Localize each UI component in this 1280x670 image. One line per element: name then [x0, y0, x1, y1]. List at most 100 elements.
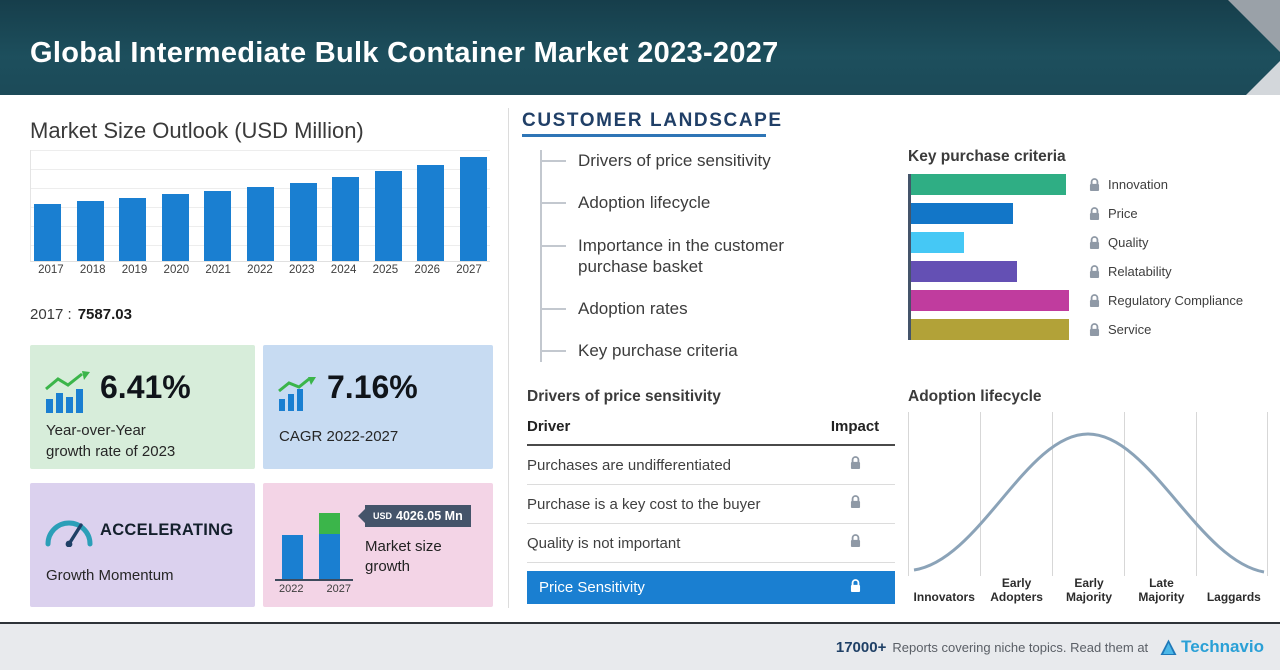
- base-year-value: 2017 : 7587.03: [30, 306, 132, 323]
- section-divider: [508, 108, 509, 608]
- criteria-bar: [911, 232, 964, 253]
- market-size-bar: [34, 204, 61, 261]
- lock-icon: [850, 456, 860, 469]
- criteria-bar-row: [911, 261, 1069, 282]
- criteria-legend-label: Service: [1108, 322, 1152, 337]
- lock-icon: [1089, 207, 1100, 220]
- corner-ribbon-dark: [1228, 0, 1280, 52]
- technavio-triangle-icon: [1160, 639, 1177, 655]
- momentum-caption: Growth Momentum: [46, 567, 174, 584]
- landscape-item: Adoption lifecycle: [542, 192, 810, 213]
- year-label: 2027: [456, 264, 482, 276]
- driver-row: Quality is not important: [527, 524, 895, 563]
- market-size-growth-card: 2022 2027 USD 4026.05 Mn Market size grow…: [263, 483, 493, 607]
- key-purchase-bar-chart: [908, 174, 1069, 340]
- adoption-stage-labels: Innovators Early Adopters Early Majority La…: [908, 576, 1270, 604]
- year-label: 2019: [121, 264, 148, 276]
- impact-lock-cell: [815, 494, 895, 514]
- growth-mini-chart: [275, 499, 355, 581]
- mini-chart-years: 2022 2027: [275, 583, 355, 595]
- criteria-legend-item: Quality: [1088, 232, 1243, 253]
- cagr-caption: CAGR 2022-2027: [279, 428, 399, 445]
- criteria-legend-item: Regulatory Compliance: [1088, 290, 1243, 311]
- adoption-stage-label: Late Majority: [1138, 576, 1185, 605]
- footer-bar: 17000+ Reports covering niche topics. Re…: [0, 622, 1280, 670]
- adoption-lifecycle-chart: [908, 412, 1268, 576]
- market-size-bar: [459, 157, 487, 261]
- year-label: 2026: [414, 264, 441, 276]
- mini-bar-2022: [282, 535, 303, 579]
- yoy-growth-caption: Year-over-Year growth rate of 2023: [46, 421, 175, 462]
- header-banner: Global Intermediate Bulk Container Marke…: [0, 0, 1280, 95]
- adoption-stage-label: Laggards: [1206, 590, 1261, 605]
- year-label: 2020: [163, 264, 190, 276]
- yoy-caption-line2: growth rate of 2023: [46, 442, 176, 460]
- criteria-bar-row: [911, 232, 1069, 253]
- criteria-legend-label: Price: [1108, 206, 1138, 221]
- landscape-item: Importance in the customer purchase bask…: [542, 235, 810, 278]
- criteria-legend-label: Relatability: [1108, 264, 1172, 279]
- driver-column-header: Driver: [527, 418, 571, 435]
- mini-year-end: 2027: [326, 583, 351, 595]
- market-size-bar: [204, 191, 232, 261]
- market-size-bar: [289, 183, 317, 261]
- bell-curve: [913, 432, 1265, 574]
- lock-icon: [850, 534, 860, 547]
- drivers-table-title: Drivers of price sensitivity: [527, 388, 721, 405]
- criteria-bar: [911, 174, 1066, 195]
- market-size-bar: [374, 171, 402, 261]
- page-title: Global Intermediate Bulk Container Marke…: [30, 37, 779, 69]
- driver-label: Quality is not important: [527, 534, 681, 552]
- criteria-bar: [911, 203, 1013, 224]
- market-size-bar: [417, 165, 445, 261]
- growth-bars-icon: [44, 371, 92, 420]
- criteria-legend-label: Innovation: [1108, 177, 1168, 192]
- market-size-x-axis: 2017 2018 2019 2020 2021 2022 2023 2024 2025 2026…: [30, 264, 490, 276]
- landscape-item: Key purchase criteria: [542, 340, 810, 361]
- year-label: 2022: [247, 264, 273, 276]
- year-label: 2021: [205, 264, 231, 276]
- cagr-card: 7.16% CAGR 2022-2027: [263, 345, 493, 469]
- base-year-label: 2017 :: [30, 306, 72, 323]
- criteria-bar: [911, 290, 1069, 311]
- cagr-chart-icon: [277, 377, 317, 418]
- criteria-legend-item: Innovation: [1088, 174, 1243, 195]
- drivers-table: Driver Impact Purchases are undifferenti…: [527, 418, 895, 604]
- customer-landscape-underline: [522, 134, 766, 137]
- criteria-bar-row: [911, 203, 1069, 224]
- criteria-legend-item: Service: [1088, 319, 1243, 340]
- gauge-icon: [44, 513, 94, 552]
- criteria-legend-label: Quality: [1108, 235, 1149, 250]
- growth-caption: Market size growth: [365, 538, 442, 576]
- drivers-table-header: Driver Impact: [527, 418, 895, 446]
- lock-icon: [1089, 265, 1100, 278]
- adoption-stage-label: Innovators: [913, 590, 975, 605]
- currency-label: USD: [373, 511, 393, 521]
- base-segment: [319, 534, 340, 579]
- criteria-bar: [911, 261, 1017, 282]
- market-size-bar: [246, 187, 274, 261]
- year-label: 2017: [38, 264, 64, 276]
- adoption-stage-label: Early Majority: [1066, 576, 1113, 605]
- mini-year-start: 2022: [279, 583, 304, 595]
- lock-icon: [850, 579, 860, 592]
- mini-bar-2027: [319, 513, 340, 579]
- driver-row: Purchase is a key cost to the buyer: [527, 485, 895, 524]
- technavio-logo[interactable]: Technavio: [1160, 637, 1264, 657]
- growth-amount-badge: USD 4026.05 Mn: [358, 505, 471, 527]
- yoy-caption-line1: Year-over-Year: [46, 422, 146, 439]
- yoy-growth-card: 6.41% Year-over-Year growth rate of 2023: [30, 345, 255, 469]
- market-size-bar: [119, 198, 147, 261]
- year-label: 2024: [330, 264, 357, 276]
- market-size-bar: [76, 201, 104, 261]
- year-label: 2025: [372, 264, 399, 276]
- market-size-bar: [332, 177, 360, 261]
- landscape-item: Adoption rates: [542, 298, 810, 319]
- momentum-status: ACCELERATING: [100, 521, 234, 539]
- lock-icon: [1089, 236, 1100, 249]
- lock-icon: [1089, 294, 1100, 307]
- customer-landscape-list: Drivers of price sensitivity Adoption lif…: [540, 150, 810, 362]
- growth-amount: 4026.05 Mn: [396, 509, 463, 523]
- growth-segment: [319, 513, 340, 534]
- adoption-stage-label: Early Adopters: [990, 576, 1043, 605]
